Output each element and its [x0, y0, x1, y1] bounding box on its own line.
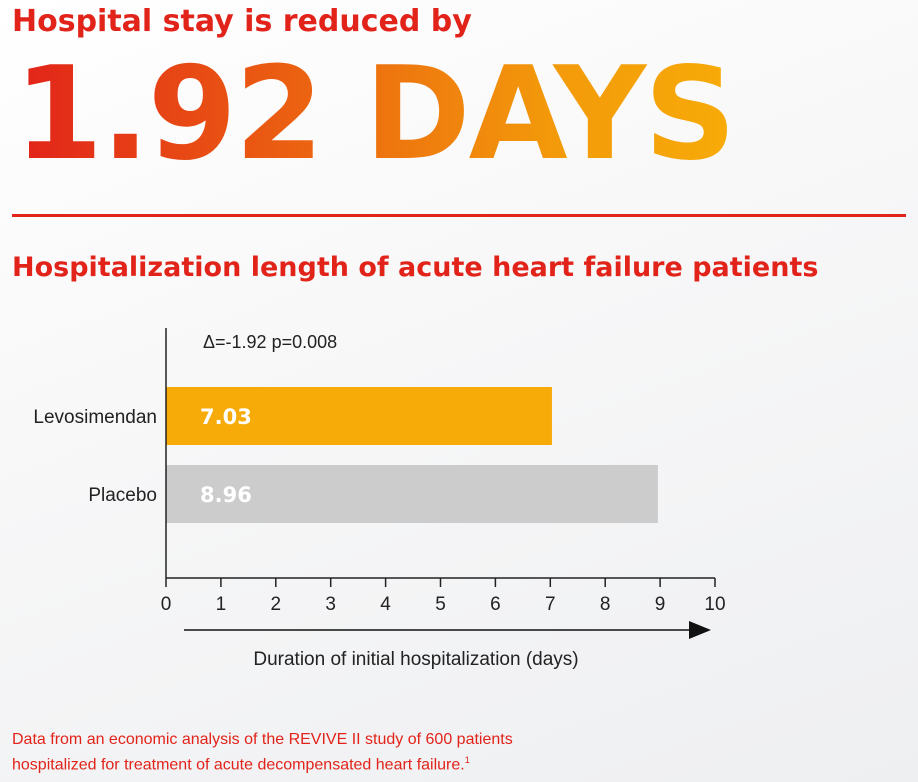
x-tick-label-8: 8 [600, 594, 611, 615]
x-tick-label-4: 4 [380, 594, 391, 615]
big-number: 1.92 DAYS [14, 40, 736, 189]
chart-title: Hospitalization length of acute heart fa… [12, 252, 819, 283]
headline: Hospital stay is reduced by [12, 4, 472, 39]
category-label-1: Placebo [88, 485, 157, 506]
bar-1 [166, 465, 658, 523]
x-tick-label-6: 6 [490, 594, 501, 615]
x-tick-label-9: 9 [655, 594, 666, 615]
category-label-0: Levosimendan [33, 407, 157, 428]
x-tick-label-7: 7 [545, 594, 556, 615]
x-tick-label-10: 10 [704, 594, 725, 615]
x-axis-label: Duration of initial hospitalization (day… [253, 649, 578, 670]
delta-annotation: Δ=-1.92 p=0.008 [203, 332, 337, 352]
footnote-ref: 1 [464, 755, 470, 765]
x-tick-label-1: 1 [216, 594, 227, 615]
x-tick-label-2: 2 [271, 594, 282, 615]
bar-value-label-0: 7.03 [200, 405, 252, 429]
footnote-line-1: Data from an economic analysis of the RE… [12, 731, 513, 748]
x-tick-label-0: 0 [161, 594, 172, 615]
bar-chart: 7.03 Levosimendan 8.96 Placebo 0 1 2 3 4 5 6 7 8 9 10 Δ… [33, 328, 726, 670]
divider [12, 214, 906, 217]
bar-0 [166, 387, 552, 445]
footnote-line-2: hospitalized for treatment of acute deco… [12, 756, 465, 774]
footnote: Data from an economic analysis of the RE… [12, 730, 612, 775]
x-tick-label-5: 5 [435, 594, 446, 615]
x-arrow-head [689, 621, 711, 639]
x-tick-label-3: 3 [325, 594, 336, 615]
bar-value-label-1: 8.96 [200, 483, 252, 507]
